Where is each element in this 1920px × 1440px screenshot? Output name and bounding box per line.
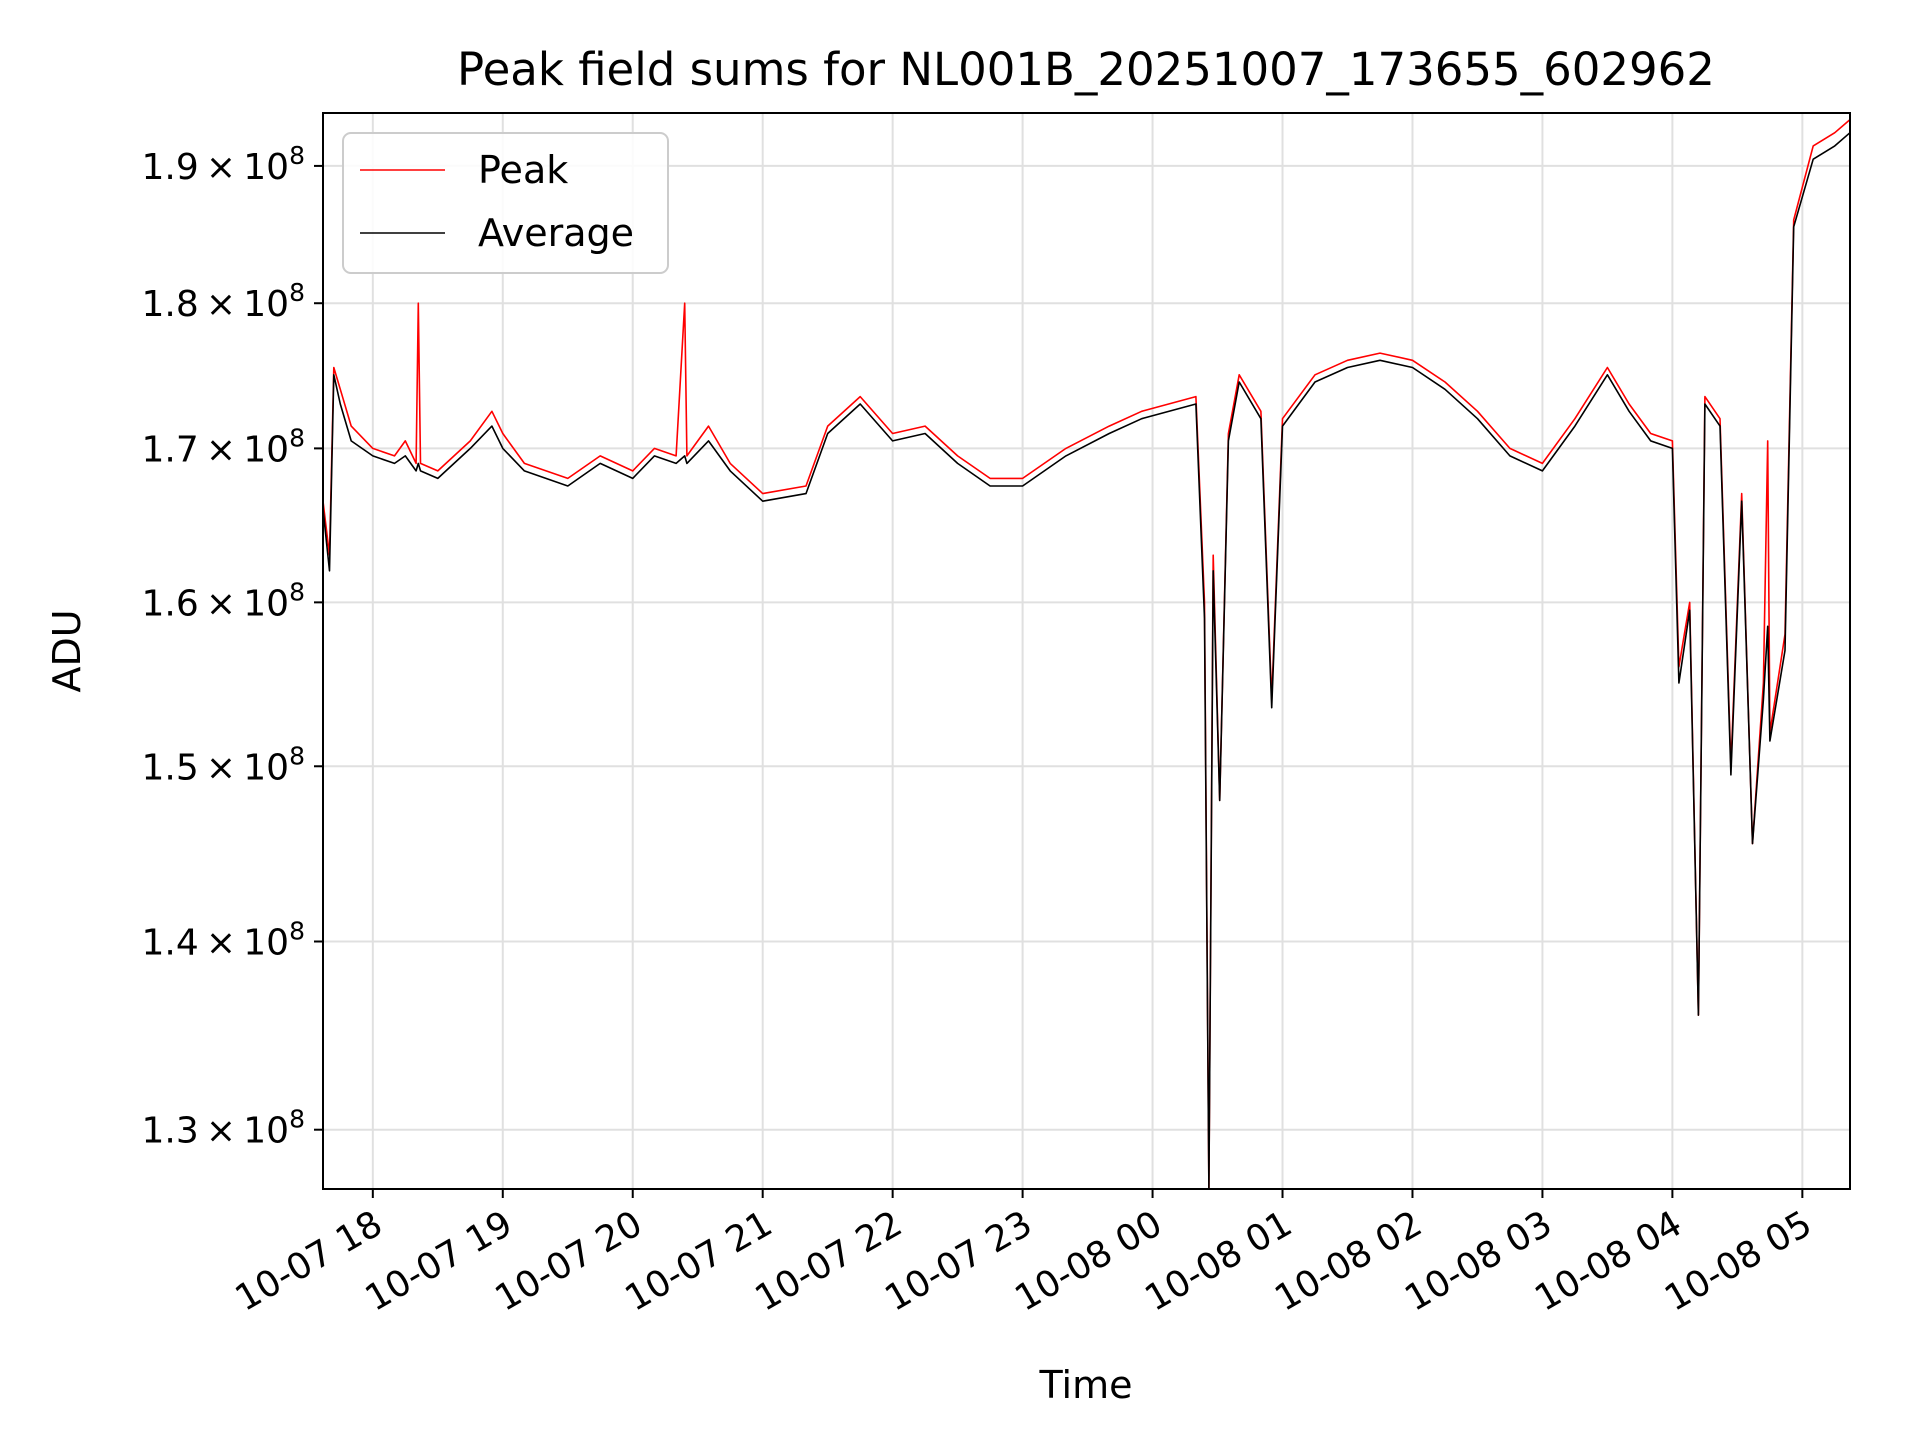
y-tick-label: 1.8 × 108 [141, 278, 305, 325]
y-tick-label: 1.9 × 108 [141, 141, 305, 188]
y-tick-label: 1.6 × 108 [141, 577, 305, 624]
legend-box [342, 132, 669, 274]
series-line-average [322, 132, 1851, 1190]
y-tick-label: 1.7 × 108 [141, 423, 305, 470]
chart-title: Peak field sums for NL001B_20251007_1736… [457, 43, 1715, 96]
series-group [322, 118, 1851, 1190]
y-tick-label: 1.4 × 108 [141, 916, 305, 963]
y-axis-label: ADU [45, 609, 89, 692]
legend-label-peak: Peak [478, 148, 568, 192]
grid [323, 113, 1850, 1189]
x-axis-label: Time [1039, 1363, 1133, 1407]
legend-label-average: Average [478, 211, 634, 255]
y-axis: 1.3 × 108 1.4 × 108 1.5 × 108 1.6 × 108 1.7 … [141, 141, 323, 1152]
plot-frame [322, 112, 1851, 1190]
y-tick-label: 1.3 × 108 [141, 1105, 305, 1152]
y-tick-label: 1.5 × 108 [141, 741, 305, 788]
legend: Peak Average [342, 132, 669, 274]
